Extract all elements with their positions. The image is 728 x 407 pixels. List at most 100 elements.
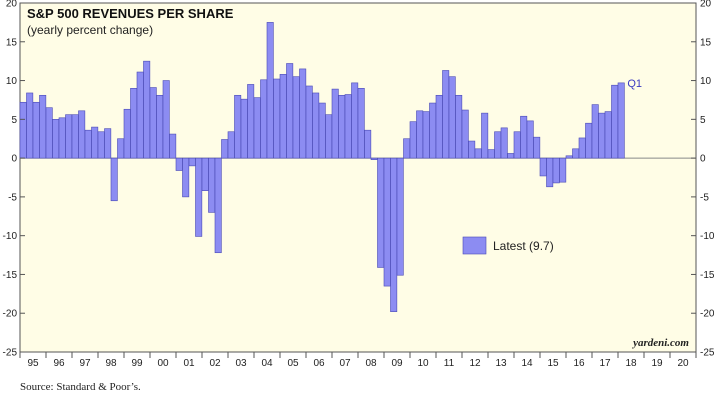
bar	[461, 109, 469, 159]
bar	[305, 85, 313, 159]
y-tick-label-left: -15	[3, 270, 18, 281]
y-tick-label-left: 10	[6, 76, 18, 87]
x-tick-label: 03	[235, 358, 247, 369]
bar	[351, 82, 359, 159]
y-tick-label-left: 15	[6, 37, 18, 48]
source-note: Source: Standard & Poor’s.	[20, 381, 141, 393]
bar	[104, 128, 112, 159]
bar	[19, 101, 27, 159]
bar	[65, 114, 73, 159]
bar	[481, 112, 489, 159]
x-tick-label: 17	[599, 358, 611, 369]
x-tick-label: 20	[677, 358, 689, 369]
bar	[468, 140, 476, 159]
bar	[292, 76, 300, 159]
bar	[227, 131, 235, 159]
x-tick-label: 00	[157, 358, 169, 369]
x-tick-label: 06	[313, 358, 325, 369]
x-tick-label: 08	[365, 358, 377, 369]
bar	[260, 79, 268, 159]
bar	[552, 157, 560, 184]
y-tick-label-right: -25	[700, 348, 715, 359]
bar	[188, 157, 196, 167]
x-tick-label: 11	[444, 358, 455, 369]
bar	[32, 101, 40, 159]
bar	[58, 117, 66, 159]
bar	[156, 94, 164, 159]
x-tick-label: 96	[53, 358, 65, 369]
legend-label: Latest (9.7)	[493, 239, 554, 253]
bar	[78, 110, 86, 159]
bar	[494, 131, 502, 159]
chart-title: S&P 500 REVENUES PER SHARE	[27, 6, 234, 21]
bar	[318, 102, 326, 159]
y-tick-label-right: -15	[700, 270, 715, 281]
bar	[162, 80, 170, 159]
x-tick-label: 98	[105, 358, 117, 369]
bar	[240, 98, 248, 159]
bar	[546, 157, 554, 188]
y-tick-label-right: 10	[700, 76, 712, 87]
x-tick-label: 13	[495, 358, 507, 369]
bar	[117, 138, 125, 159]
bar	[585, 122, 593, 159]
y-tick-label-right: 0	[700, 154, 706, 165]
y-tick-label-left: -10	[3, 231, 18, 242]
x-tick-label: 09	[391, 358, 403, 369]
bar	[357, 88, 365, 159]
x-tick-label: 18	[625, 358, 637, 369]
x-tick-label: 19	[651, 358, 663, 369]
y-tick-label-right: 15	[700, 37, 712, 48]
bar	[383, 157, 391, 287]
bar	[435, 94, 443, 159]
bar	[559, 157, 567, 183]
y-tick-label-right: -10	[700, 231, 715, 242]
bar	[429, 102, 437, 159]
chart-subtitle: (yearly percent change)	[27, 23, 153, 37]
left-y-axis: 20 15 10 5 0 -5 -10 -15 -20 -25	[3, 0, 25, 359]
bar	[455, 94, 463, 159]
bar-group	[19, 22, 625, 312]
bar	[325, 114, 333, 159]
bar	[143, 60, 151, 159]
bar	[507, 153, 515, 159]
legend-swatch	[462, 236, 487, 255]
bar	[253, 97, 261, 159]
x-tick-label: 12	[469, 358, 481, 369]
y-tick-label-left: -5	[8, 192, 17, 203]
bar	[71, 114, 79, 159]
y-tick-label-right: -20	[700, 309, 715, 320]
bar	[266, 22, 274, 159]
bar	[299, 68, 307, 159]
bar	[110, 157, 118, 202]
bar	[539, 157, 547, 177]
x-tick-label: 97	[79, 358, 91, 369]
bar	[338, 94, 346, 159]
bar	[370, 157, 378, 160]
bar	[474, 148, 482, 159]
bar	[39, 94, 47, 159]
bar	[123, 108, 131, 159]
bar	[526, 120, 534, 159]
bar	[390, 157, 398, 312]
y-tick-label-left: 20	[6, 0, 18, 10]
bar	[422, 111, 430, 159]
bar	[182, 157, 190, 198]
bar	[52, 119, 60, 159]
bar	[442, 70, 450, 159]
x-tick-label: 10	[417, 358, 429, 369]
bar	[513, 131, 521, 159]
latest-quarter-annotation: Q1	[627, 78, 642, 90]
right-y-axis: 20 15 10 5 0 -5 -10 -15 -20 -25	[691, 0, 715, 359]
bar	[572, 148, 580, 159]
bar	[91, 126, 99, 159]
bar	[136, 71, 144, 159]
bar	[214, 157, 222, 254]
x-tick-label: 01	[183, 358, 195, 369]
x-tick-label: 16	[573, 358, 585, 369]
bar	[591, 104, 599, 159]
bar	[364, 129, 372, 159]
y-tick-label-left: -25	[3, 348, 18, 359]
x-tick-label: 14	[521, 358, 533, 369]
bar	[377, 157, 385, 268]
